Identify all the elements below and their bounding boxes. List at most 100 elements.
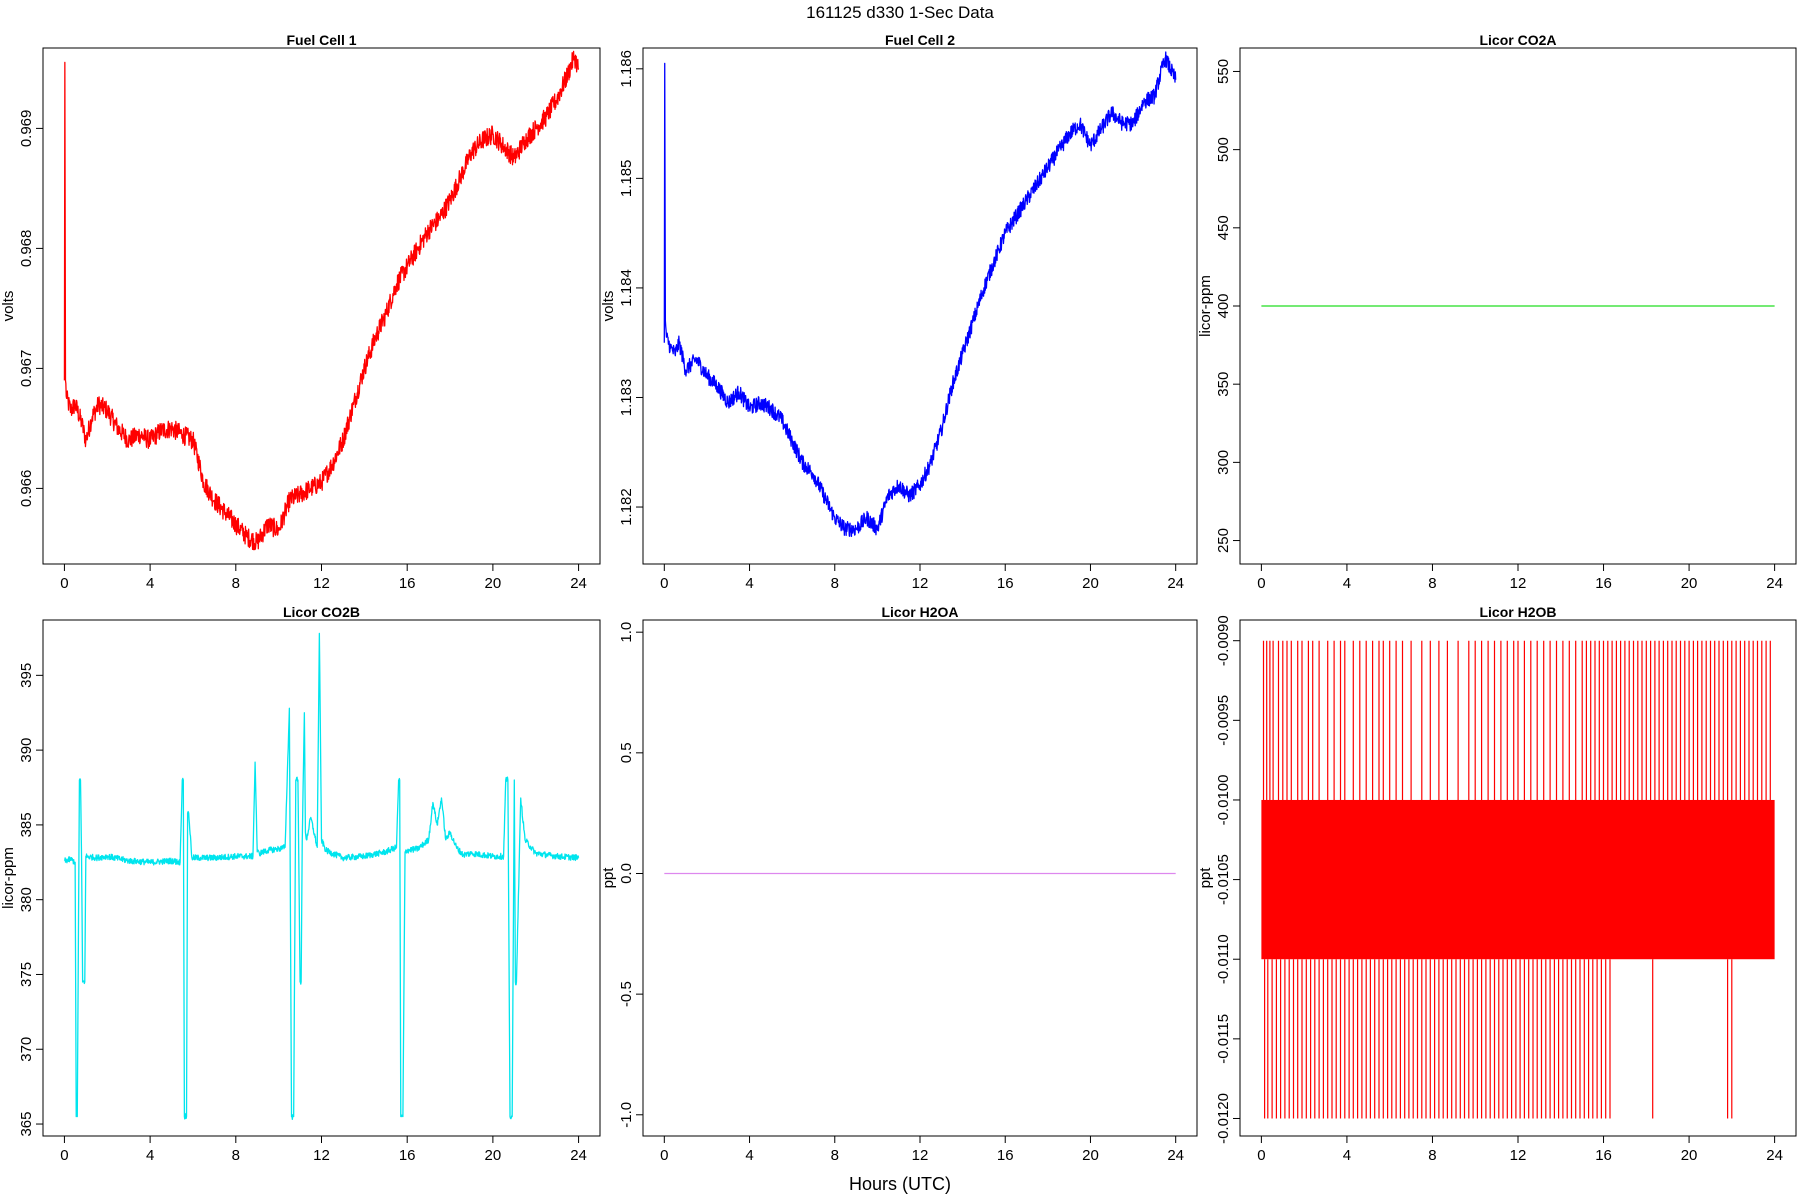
series-line: [63, 632, 580, 1121]
plot-frame: [642, 619, 1198, 1137]
x-tick-label: 0: [60, 575, 68, 592]
y-tick-label: 1.184: [618, 269, 635, 307]
y-axis-label: licor-ppm: [1197, 275, 1214, 337]
x-tick-label: 24: [570, 1147, 587, 1164]
x-tick-label: 12: [912, 575, 929, 592]
x-tick-label: 4: [745, 575, 753, 592]
chart-title: Fuel Cell 1: [286, 32, 356, 48]
x-tick-label: 24: [1766, 575, 1783, 592]
y-tick-label: 390: [18, 738, 35, 763]
series-band: [1261, 799, 1775, 960]
chart-title: Licor H2OA: [881, 604, 958, 620]
common-x-axis-label: Hours (UTC): [849, 1174, 951, 1194]
figure-title: 161125 d330 1-Sec Data: [806, 3, 994, 22]
y-tick-label: 365: [18, 1112, 35, 1137]
y-tick-label: -0.5: [618, 981, 635, 1007]
y-tick-label: 400: [1215, 293, 1232, 318]
y-tick-label: -0.0120: [1215, 1093, 1232, 1144]
y-tick-label: -0.0105: [1215, 854, 1232, 905]
y-axis-label: volts: [600, 291, 617, 322]
y-tick-label: 0.5: [618, 742, 635, 763]
chart-title: Licor CO2A: [1479, 32, 1556, 48]
x-tick-label: 24: [570, 575, 587, 592]
x-tick-label: 8: [1428, 575, 1436, 592]
y-tick-label: -1.0: [618, 1102, 635, 1128]
x-tick-label: 8: [831, 1147, 839, 1164]
x-tick-label: 12: [313, 1147, 330, 1164]
plot-frame: [642, 47, 1198, 565]
x-tick-label: 24: [1167, 1147, 1184, 1164]
y-axis-label: volts: [0, 291, 17, 322]
y-tick-label: 0.969: [18, 110, 35, 148]
y-tick-label: -0.0110: [1215, 934, 1232, 984]
plot-area: [663, 51, 1177, 537]
chart-title: Licor CO2B: [283, 604, 360, 620]
series-line: [63, 50, 580, 551]
x-tick-label: 4: [1343, 575, 1351, 592]
x-tick-label: 20: [485, 1147, 502, 1164]
x-tick-label: 4: [146, 1147, 154, 1164]
y-tick-label: -0.0095: [1215, 695, 1232, 746]
y-axis-label: licor-ppm: [0, 847, 17, 909]
plot-area: [63, 632, 580, 1121]
y-tick-label: 1.0: [618, 622, 635, 643]
x-tick-label: 20: [1082, 1147, 1099, 1164]
y-axis-label: ppt: [600, 867, 617, 889]
y-tick-label: -0.0100: [1215, 775, 1232, 826]
chart-title: Licor H2OB: [1479, 604, 1556, 620]
y-tick-label: 0.0: [618, 863, 635, 884]
x-tick-label: 20: [1681, 575, 1698, 592]
plot-frame: [42, 47, 601, 565]
y-tick-label: -0.0115: [1215, 1014, 1232, 1064]
chart-panel-4: Licor CO2B licor-ppm 0 4 8 12 16 20 24 365 370 375 3…: [0, 604, 601, 1164]
chart-title: Fuel Cell 2: [885, 32, 955, 48]
plot-area: [1261, 640, 1775, 1119]
series-spikes: [1262, 640, 1771, 1119]
x-tick-label: 8: [232, 575, 240, 592]
y-tick-label: 0.967: [18, 350, 35, 388]
chart-panel-1: Fuel Cell 1 volts 0 4 8 12 16 20 24 0.966 0.967 0.9…: [0, 32, 601, 592]
y-tick-label: 1.183: [618, 379, 635, 417]
y-tick-label: 370: [18, 1037, 35, 1062]
x-tick-label: 8: [831, 575, 839, 592]
x-tick-label: 12: [1510, 1147, 1527, 1164]
y-tick-label: 450: [1215, 215, 1232, 240]
y-tick-label: 1.186: [618, 50, 635, 88]
y-tick-label: 375: [18, 962, 35, 987]
x-tick-label: 20: [1082, 575, 1099, 592]
y-tick-label: 0.968: [18, 230, 35, 268]
y-tick-label: 250: [1215, 528, 1232, 553]
chart-panel-3: Licor CO2A licor-ppm 0 4 8 12 16 20 24 250 300 350 4…: [1197, 32, 1797, 592]
x-tick-label: 0: [660, 575, 668, 592]
y-tick-label: 380: [18, 887, 35, 912]
y-tick-label: -0.0090: [1215, 615, 1232, 666]
plot-frame: [1239, 619, 1797, 1137]
x-tick-label: 12: [313, 575, 330, 592]
x-tick-label: 12: [912, 1147, 929, 1164]
x-tick-label: 8: [1428, 1147, 1436, 1164]
y-tick-label: 385: [18, 812, 35, 837]
chart-panel-2: Fuel Cell 2 volts 0 4 8 12 16 20 24 1.182 1.183 1.1…: [600, 32, 1198, 592]
x-tick-label: 0: [60, 1147, 68, 1164]
y-tick-label: 500: [1215, 137, 1232, 162]
x-tick-label: 20: [485, 575, 502, 592]
x-tick-label: 16: [1595, 1147, 1612, 1164]
x-tick-label: 0: [1257, 575, 1265, 592]
x-tick-label: 12: [1510, 575, 1527, 592]
x-tick-label: 4: [1343, 1147, 1351, 1164]
plot-area: [63, 50, 580, 551]
x-tick-label: 8: [232, 1147, 240, 1164]
x-tick-label: 16: [997, 575, 1014, 592]
y-tick-label: 1.185: [618, 160, 635, 198]
x-tick-label: 0: [1257, 1147, 1265, 1164]
y-tick-label: 395: [18, 663, 35, 688]
x-tick-label: 24: [1766, 1147, 1783, 1164]
y-tick-label: 0.966: [18, 470, 35, 508]
plot-frame: [1239, 47, 1797, 565]
y-axis-label: ppt: [1197, 867, 1214, 889]
x-tick-label: 16: [997, 1147, 1014, 1164]
series-line: [663, 51, 1177, 537]
x-tick-label: 0: [660, 1147, 668, 1164]
y-tick-label: 350: [1215, 372, 1232, 397]
